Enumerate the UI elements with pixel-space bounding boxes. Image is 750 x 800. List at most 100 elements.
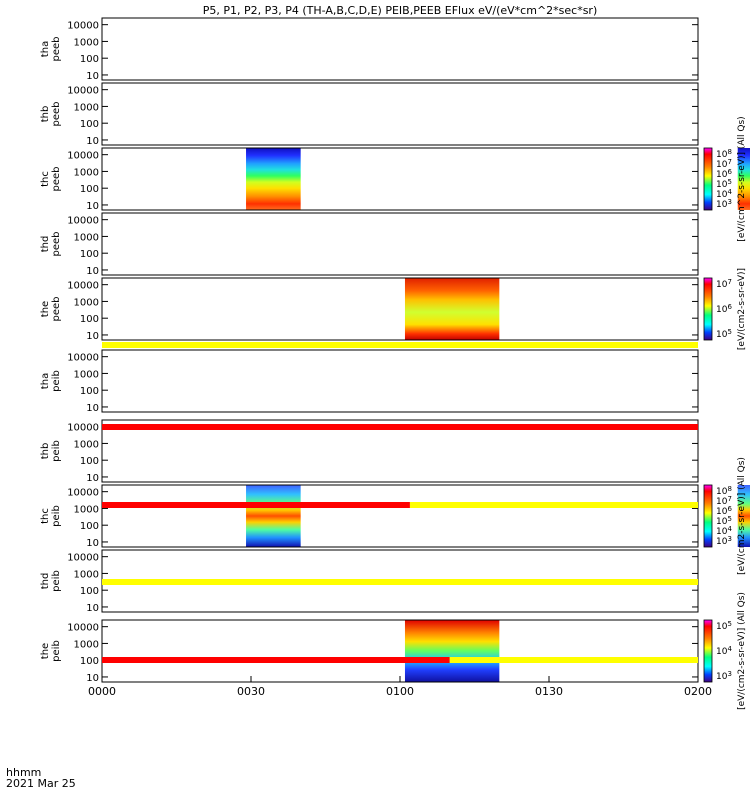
- spectrogram-segment: [404, 278, 500, 340]
- y-tick-label: 100: [80, 586, 99, 597]
- y-tick-label: 10: [86, 538, 99, 549]
- y-tick-label: 10: [86, 136, 99, 147]
- colorbar-label: [eV/(cm^2-s-sr-eV)] (All Qs): [737, 116, 747, 241]
- panel-type-label: peeb: [51, 167, 62, 192]
- y-tick-label: 1000: [74, 37, 99, 48]
- y-tick-label: 100: [80, 456, 99, 467]
- panel-probe-label: the: [40, 301, 51, 317]
- status-bar-segment: [449, 657, 698, 663]
- y-tick-label: 100: [80, 386, 99, 397]
- panel-frame: [101, 212, 699, 276]
- panel-frame: [101, 349, 699, 413]
- y-tick-label: 10: [86, 473, 99, 484]
- panel-probe-label: thc: [40, 508, 51, 524]
- y-tick-label: 10000: [67, 216, 99, 227]
- colorbar-label: [eV/(cm2-s-sr-eV)] (All Qs): [737, 457, 747, 575]
- y-tick-label: 10000: [67, 553, 99, 564]
- panel-type-label: peib: [51, 505, 62, 527]
- x-tick-label: 0130: [535, 685, 563, 698]
- spectrogram-segment: [246, 485, 301, 547]
- y-tick-label: 1000: [74, 639, 99, 650]
- colorbar: [703, 277, 713, 341]
- y-tick-label: 10: [86, 673, 99, 684]
- x-tick-label: 0100: [386, 685, 414, 698]
- x-tick-label: 0030: [237, 685, 265, 698]
- panel-frame: [101, 82, 699, 146]
- y-tick-label: 100: [80, 521, 99, 532]
- y-tick-label: 10: [86, 71, 99, 82]
- y-tick-label: 1000: [74, 167, 99, 178]
- colorbar: [703, 484, 713, 548]
- colorbar-label: [eV/(cm2-s-sr-eV)]: [737, 268, 747, 350]
- panel-frame: [101, 419, 699, 483]
- panel-probe-label: thb: [40, 443, 51, 460]
- y-tick-label: 1000: [74, 102, 99, 113]
- y-tick-label: 10000: [67, 488, 99, 499]
- colorbar-tick-label: 106: [716, 303, 732, 315]
- panel-probe-label: thc: [40, 171, 51, 187]
- y-tick-label: 10: [86, 403, 99, 414]
- colorbar: [703, 619, 713, 683]
- panel-frame: [101, 147, 699, 211]
- y-tick-label: 1000: [74, 439, 99, 450]
- colorbar-tick-label: 104: [716, 645, 732, 657]
- panel-type-label: peeb: [51, 102, 62, 127]
- y-tick-label: 10000: [67, 86, 99, 97]
- panel-probe-label: thb: [40, 106, 51, 123]
- colorbar: [703, 147, 713, 211]
- chart-title: P5, P1, P2, P3, P4 (TH-A,B,C,D,E) PEIB,P…: [203, 4, 598, 17]
- status-bar-segment: [102, 424, 698, 430]
- y-tick-label: 10000: [67, 281, 99, 292]
- y-tick-label: 10: [86, 603, 99, 614]
- y-tick-label: 100: [80, 54, 99, 65]
- y-tick-label: 100: [80, 314, 99, 325]
- panel-type-label: peib: [51, 370, 62, 392]
- colorbar-tick-label: 103: [716, 670, 732, 682]
- y-tick-label: 10000: [67, 21, 99, 32]
- x-tick-label: 0000: [88, 685, 116, 698]
- y-tick-label: 1000: [74, 369, 99, 380]
- colorbar-tick-label: 107: [716, 278, 732, 290]
- panel-frame: [101, 619, 699, 683]
- panel-probe-label: the: [40, 643, 51, 659]
- panel-probe-label: tha: [40, 41, 51, 57]
- y-tick-label: 10: [86, 331, 99, 342]
- y-tick-label: 1000: [74, 297, 99, 308]
- date-label: 2021 Mar 25: [6, 777, 76, 790]
- y-tick-label: 100: [80, 184, 99, 195]
- y-tick-label: 10: [86, 266, 99, 277]
- panel-frame: [101, 484, 699, 548]
- panel-type-label: peeb: [51, 232, 62, 257]
- spectrogram-segment: [246, 148, 301, 210]
- colorbar-tick-label: 103: [716, 535, 732, 547]
- panel-probe-label: thd: [40, 573, 51, 590]
- y-tick-label: 10000: [67, 353, 99, 364]
- status-bar-segment: [102, 579, 698, 585]
- y-tick-label: 10000: [67, 423, 99, 434]
- y-tick-label: 1000: [74, 569, 99, 580]
- colorbar-label: [eV/(cm2-s-sr-eV)] (All Qs): [737, 592, 747, 710]
- panel-probe-label: thd: [40, 236, 51, 253]
- y-tick-label: 100: [80, 249, 99, 260]
- y-tick-label: 100: [80, 119, 99, 130]
- status-bar-segment: [102, 657, 450, 663]
- colorbar-tick-label: 105: [716, 328, 732, 340]
- y-tick-label: 10000: [67, 151, 99, 162]
- panel-type-label: peib: [51, 570, 62, 592]
- status-bar-segment: [409, 502, 698, 508]
- y-tick-label: 1000: [74, 232, 99, 243]
- spectrogram-segment: [737, 485, 750, 547]
- spectrogram-segment: [737, 148, 750, 210]
- status-bar-segment: [102, 502, 410, 508]
- y-tick-label: 100: [80, 656, 99, 667]
- panel-type-label: peib: [51, 640, 62, 662]
- x-axis: 0000 0030 0100 0130 0200: [88, 676, 712, 698]
- panel-probe-label: tha: [40, 373, 51, 389]
- panel-frame: [101, 17, 699, 81]
- panel-type-label: peeb: [51, 297, 62, 322]
- panel-frame: [101, 277, 699, 341]
- y-tick-label: 10: [86, 201, 99, 212]
- y-tick-label: 1000: [74, 504, 99, 515]
